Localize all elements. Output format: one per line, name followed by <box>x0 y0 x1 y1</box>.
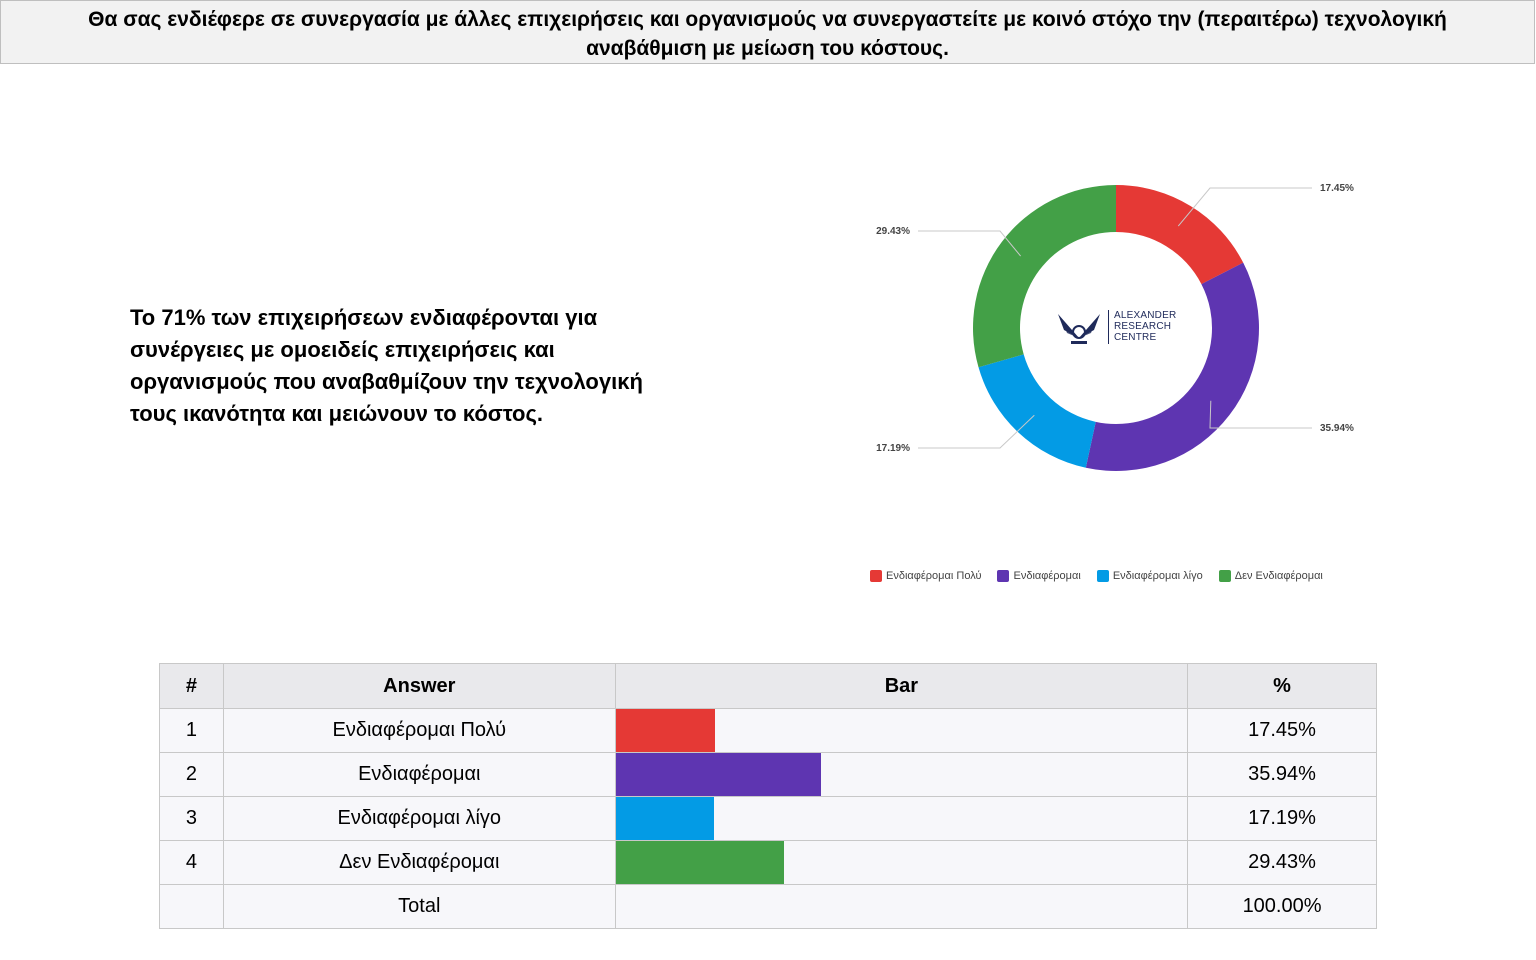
donut-leader-line-2 <box>1209 400 1312 429</box>
legend-swatch <box>1096 570 1109 582</box>
logo-line-3: CENTRE <box>1114 332 1157 343</box>
row-percent: 29.43% <box>1187 840 1377 885</box>
row-percent: 35.94% <box>1187 752 1377 797</box>
donut-label-3: 17.19% <box>876 443 910 454</box>
logo-line-2: RESEARCH <box>1114 321 1172 332</box>
header-num: # <box>159 663 224 709</box>
row-num: 4 <box>159 840 224 885</box>
legend-label: Δεν Ενδιαφέρομαι <box>1234 570 1323 582</box>
donut-label-2: 35.94% <box>1320 423 1354 434</box>
donut-chart: 17.45% 35.94% 17.19% 29.43% <box>820 150 1420 530</box>
row-num: 2 <box>159 752 224 797</box>
donut-leader-line-4 <box>918 230 1021 257</box>
total-bar-cell <box>614 884 1189 929</box>
legend-swatch <box>997 570 1010 582</box>
donut-slice-4 <box>973 185 1116 368</box>
donut-label-4: 29.43% <box>876 226 910 237</box>
legend-item: Ενδιαφέρομαι λίγο <box>1096 568 1203 584</box>
donut-slice-3 <box>978 354 1096 468</box>
donut-label-1: 17.45% <box>1320 183 1354 194</box>
row-num: 1 <box>159 708 224 753</box>
donut-leader-line-3 <box>918 414 1035 449</box>
logo-line-1: ALEXANDER <box>1114 310 1177 321</box>
alexander-research-logo: ALEXANDER RESEARCH CENTRE <box>1054 308 1184 348</box>
legend-label: Ενδιαφέρομαι λίγο <box>1112 570 1203 582</box>
row-percent: 17.45% <box>1187 708 1377 753</box>
row-bar-cell <box>614 752 1189 797</box>
row-answer: Ενδιαφέρομαι λίγο <box>222 796 616 841</box>
legend-item: Ενδιαφέρομαι Πολύ <box>870 568 981 584</box>
bar-ενδιαφέρομαι <box>615 753 822 796</box>
table-header-row: # Answer Bar % <box>159 663 1377 709</box>
legend-item: Δεν Ενδιαφέρομαι <box>1218 568 1323 584</box>
row-answer: Ενδιαφέρομαι <box>222 752 616 797</box>
total-percent: 100.00% <box>1187 884 1377 929</box>
legend-swatch <box>870 570 882 582</box>
row-bar-cell <box>614 840 1189 885</box>
summary-text: Το 71% των επιχειρήσεων ενδιαφέρονται γι… <box>130 305 643 426</box>
header-percent: % <box>1187 663 1377 709</box>
question-header: Θα σας ενδιέφερε σε συνεργασία με άλλες … <box>0 0 1535 64</box>
table-row: 1 Ενδιαφέρομαι Πολύ 17.45% <box>159 708 1377 753</box>
row-num: 3 <box>159 796 224 841</box>
logo-divider <box>1108 310 1109 344</box>
bar-ενδιαφέρομαι-λίγο <box>615 797 714 840</box>
donut-leader-line-1 <box>1177 187 1312 227</box>
row-answer: Ενδιαφέρομαι Πολύ <box>222 708 616 753</box>
donut-slice-2 <box>1085 262 1259 471</box>
row-bar-cell <box>614 708 1189 753</box>
total-label: Total <box>222 884 616 929</box>
total-num <box>159 884 224 929</box>
row-percent: 17.19% <box>1187 796 1377 841</box>
table-row: 3 Ενδιαφέρομαι λίγο 17.19% <box>159 796 1377 841</box>
row-answer: Δεν Ενδιαφέρομαι <box>222 840 616 885</box>
logo-text: ALEXANDER RESEARCH CENTRE <box>1114 310 1176 343</box>
donut-slice-1 <box>1116 185 1244 285</box>
legend-label: Ενδιαφέρομαι Πολύ <box>886 570 982 582</box>
table-total-row: Total 100.00% <box>159 884 1377 929</box>
row-bar-cell <box>614 796 1189 841</box>
table-row: 4 Δεν Ενδιαφέρομαι 29.43% <box>159 840 1377 885</box>
table-row: 2 Ενδιαφέρομαι 35.94% <box>159 752 1377 797</box>
chart-legend: Ενδιαφέρομαι Πολύ Ενδιαφέρομαι Ενδιαφέρομα… <box>870 568 1390 584</box>
donut-chart-svg: 17.45% 35.94% 17.19% 29.43% <box>876 183 1354 471</box>
bar-ενδιαφέρομαι-πολύ <box>615 709 716 752</box>
results-table: # Answer Bar % 1 Ενδιαφέρομαι Πολύ 17.45… <box>159 663 1377 929</box>
legend-item: Ενδιαφέρομαι <box>997 568 1081 584</box>
header-answer: Answer <box>222 663 616 709</box>
header-bar: Bar <box>614 663 1189 709</box>
question-title: Θα σας ενδιέφερε σε συνεργασία με άλλες … <box>88 8 1447 60</box>
bar-δεν-ενδιαφέρομαι <box>615 841 784 884</box>
winged-emblem-icon <box>1058 314 1100 344</box>
legend-label: Ενδιαφέρομαι <box>1013 570 1081 582</box>
legend-swatch <box>1218 570 1231 582</box>
